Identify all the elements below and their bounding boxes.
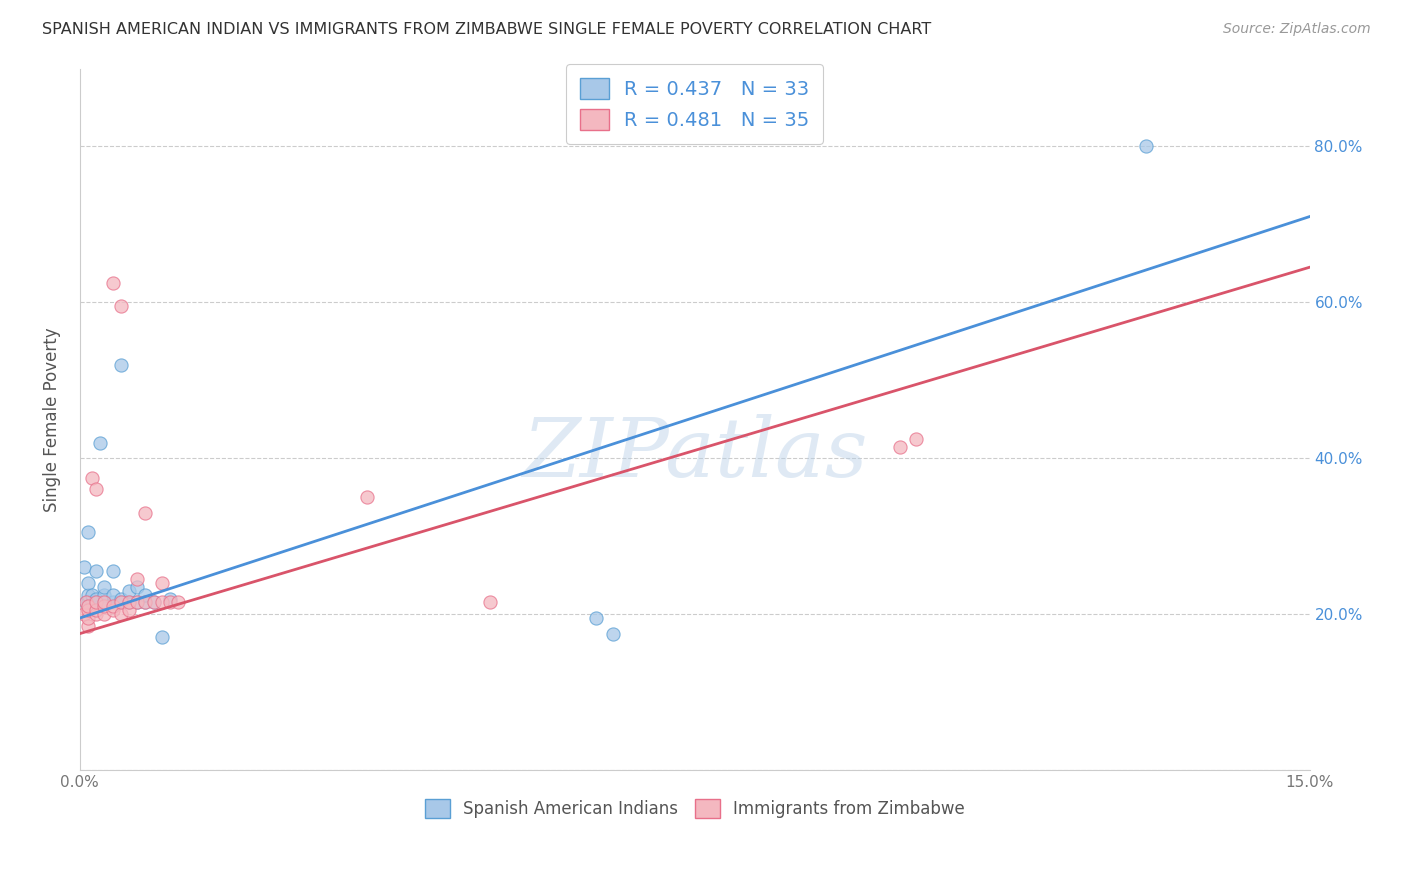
Point xyxy=(602,626,624,640)
Point xyxy=(84,607,107,621)
Point xyxy=(84,603,107,617)
Legend: Spanish American Indians, Immigrants from Zimbabwe: Spanish American Indians, Immigrants fro… xyxy=(418,793,972,825)
Point xyxy=(127,595,149,609)
Point xyxy=(84,483,107,497)
Point xyxy=(134,506,156,520)
Point xyxy=(84,595,107,609)
Point xyxy=(101,588,124,602)
Point xyxy=(110,299,132,313)
Point xyxy=(134,588,156,602)
Point xyxy=(101,276,124,290)
Point xyxy=(150,576,173,591)
Point xyxy=(159,595,181,609)
Point xyxy=(150,631,173,645)
Point xyxy=(118,595,141,609)
Point xyxy=(84,595,107,609)
Point xyxy=(110,595,132,609)
Point xyxy=(118,603,141,617)
Point xyxy=(77,595,100,609)
Point xyxy=(82,595,104,609)
Point xyxy=(585,611,607,625)
Point xyxy=(118,583,141,598)
Point xyxy=(142,595,165,609)
Point xyxy=(127,572,149,586)
Point xyxy=(84,564,107,578)
Point xyxy=(101,595,124,609)
Point xyxy=(93,599,115,614)
Point xyxy=(905,432,928,446)
Point xyxy=(73,607,96,621)
Point xyxy=(84,591,107,606)
Point xyxy=(110,607,132,621)
Point xyxy=(77,603,100,617)
Point xyxy=(82,471,104,485)
Point xyxy=(73,560,96,574)
Point xyxy=(356,490,378,504)
Point xyxy=(110,591,132,606)
Point xyxy=(167,595,190,609)
Point xyxy=(93,580,115,594)
Point xyxy=(478,595,501,609)
Point xyxy=(134,595,156,609)
Point xyxy=(77,525,100,540)
Point xyxy=(134,595,156,609)
Point xyxy=(110,595,132,609)
Point xyxy=(93,595,115,609)
Point xyxy=(93,588,115,602)
Text: SPANISH AMERICAN INDIAN VS IMMIGRANTS FROM ZIMBABWE SINGLE FEMALE POVERTY CORREL: SPANISH AMERICAN INDIAN VS IMMIGRANTS FR… xyxy=(42,22,931,37)
Point xyxy=(110,358,132,372)
Point xyxy=(101,603,124,617)
Point xyxy=(101,599,124,614)
Point xyxy=(77,619,100,633)
Point xyxy=(77,611,100,625)
Point xyxy=(77,599,100,614)
Point xyxy=(142,595,165,609)
Point xyxy=(118,595,141,609)
Y-axis label: Single Female Poverty: Single Female Poverty xyxy=(44,327,60,512)
Point xyxy=(89,435,111,450)
Point xyxy=(77,588,100,602)
Point xyxy=(75,595,97,609)
Point xyxy=(93,607,115,621)
Point xyxy=(127,595,149,609)
Point xyxy=(150,595,173,609)
Point xyxy=(77,576,100,591)
Point xyxy=(93,595,115,609)
Text: Source: ZipAtlas.com: Source: ZipAtlas.com xyxy=(1223,22,1371,37)
Point xyxy=(1135,139,1157,153)
Point xyxy=(889,440,911,454)
Point xyxy=(159,591,181,606)
Point xyxy=(75,595,97,609)
Text: ZIPatlas: ZIPatlas xyxy=(522,414,868,494)
Point xyxy=(82,588,104,602)
Point xyxy=(101,564,124,578)
Point xyxy=(127,580,149,594)
